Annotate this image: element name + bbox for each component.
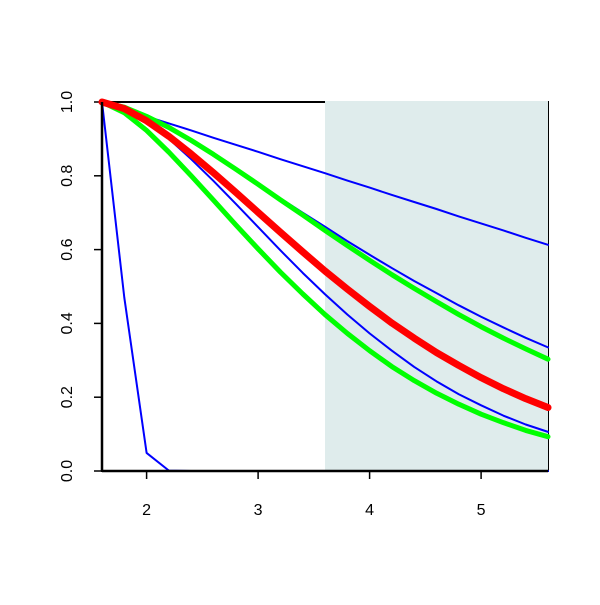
y-tick-label: 0.2 (59, 386, 76, 408)
y-tick-label: 0.6 (59, 238, 76, 260)
x-tick-label: 5 (477, 502, 486, 519)
x-tick-label: 3 (254, 502, 263, 519)
y-tick-label: 0.4 (59, 312, 76, 334)
curve (101, 101, 549, 246)
y-tick-label: 0.0 (59, 460, 76, 482)
x-tick-label: 2 (142, 502, 151, 519)
curve (99, 99, 551, 440)
curve (98, 98, 552, 412)
x-tick-label: 4 (365, 502, 374, 519)
y-tick-label: 1.0 (59, 91, 76, 113)
curve (99, 99, 551, 362)
y-tick-label: 0.8 (59, 165, 76, 187)
highlight-band (325, 101, 548, 471)
